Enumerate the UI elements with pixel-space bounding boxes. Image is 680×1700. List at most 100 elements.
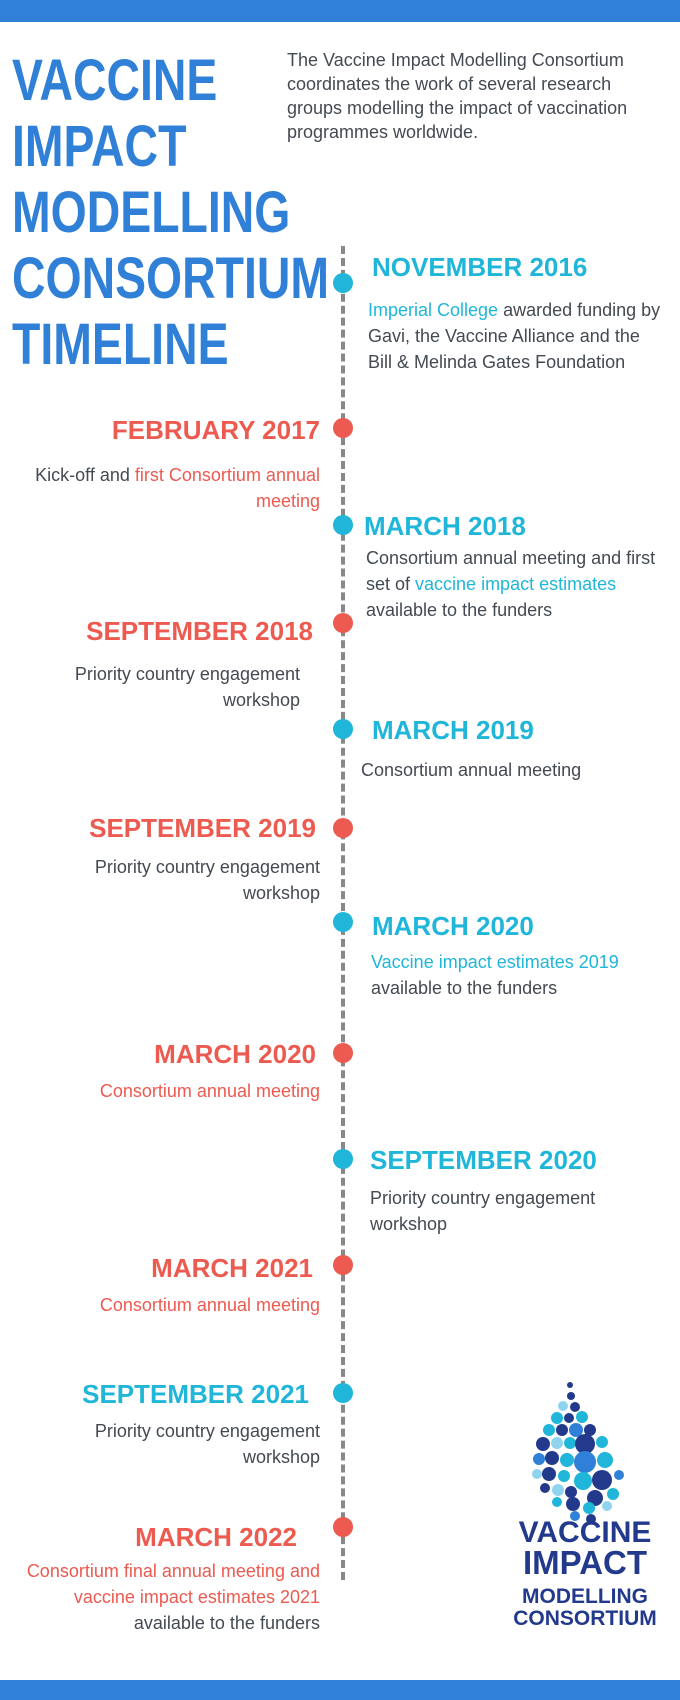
highlight-text: Imperial College: [368, 300, 499, 320]
logo-bubble: [551, 1437, 563, 1449]
logo-line-1: VACCINE: [518, 1516, 652, 1549]
timeline-dot: [333, 1255, 353, 1275]
logo-bubble: [570, 1402, 580, 1412]
logo-bubble: [583, 1502, 595, 1514]
logo-bubble: [565, 1486, 577, 1498]
logo-bubble: [543, 1424, 555, 1436]
highlight-text: Consortium final annual meeting and vacc…: [26, 1561, 320, 1607]
event-description: Priority country engagement workshop: [20, 854, 320, 906]
logo-bubble: [540, 1483, 550, 1493]
timeline-dot: [333, 1383, 353, 1403]
intro-text: The Vaccine Impact Modelling Consortium …: [287, 50, 628, 142]
description-text: available to the funders: [133, 1613, 320, 1633]
logo-bubble: [614, 1470, 624, 1480]
event-description: Consortium annual meeting: [20, 1078, 320, 1104]
description-text: Priority country engagement workshop: [370, 1188, 596, 1234]
logo-bubble: [551, 1412, 563, 1424]
highlight-text: Vaccine impact estimates 2019: [371, 952, 619, 972]
logo-bubble: [602, 1501, 612, 1511]
timeline-dot: [333, 1043, 353, 1063]
event-description: Priority country engagement workshop: [370, 1185, 670, 1237]
event-description: Vaccine impact estimates 2019 available …: [371, 949, 671, 1001]
description-text: Consortium annual meeting: [361, 760, 582, 780]
event-date: MARCH 2018: [364, 511, 526, 541]
logo-bubble: [567, 1392, 575, 1400]
event-date: MARCH 2019: [372, 715, 534, 745]
page-title: VACCINE IMPACT MODELLING CONSORTIUM TIME…: [12, 48, 330, 378]
timeline-dot: [333, 912, 353, 932]
logo-bubble: [586, 1514, 596, 1524]
logo-bubble: [567, 1382, 573, 1388]
description-text: available to the funders: [371, 978, 558, 998]
event-description: Consortium annual meeting: [361, 757, 661, 783]
title-line: IMPACT: [12, 114, 187, 179]
event-date: MARCH 2022: [135, 1522, 297, 1552]
timeline-dot: [333, 515, 353, 535]
logo-bubble: [564, 1413, 574, 1423]
logo-bubble: [596, 1436, 608, 1448]
logo-bubble: [570, 1511, 580, 1521]
logo-bubble: [584, 1424, 596, 1436]
logo-bubble: [560, 1453, 574, 1467]
logo-bubble: [607, 1488, 619, 1500]
logo-bubble: [597, 1452, 613, 1468]
logo-bubble: [533, 1453, 545, 1465]
timeline-dot: [333, 719, 353, 739]
highlight-text: first Consortium annual meeting: [134, 465, 320, 511]
description-text: awarded funding by Gavi, the Vaccine All…: [368, 300, 661, 372]
logo-bubble: [558, 1470, 570, 1482]
logo-bubble: [574, 1472, 592, 1490]
logo-bubble: [592, 1470, 612, 1490]
event-date: SEPTEMBER 2019: [89, 813, 316, 843]
event-description: Kick-off and first Consortium annual mee…: [20, 462, 320, 514]
logo-bubble: [564, 1437, 576, 1449]
logo-bubble: [576, 1411, 588, 1423]
description-text: Priority country engagement workshop: [94, 857, 320, 903]
event-description: Consortium annual meeting: [20, 1292, 320, 1318]
logo-bubble: [566, 1497, 580, 1511]
logo-bubble: [556, 1424, 568, 1436]
logo-line-2: IMPACT: [522, 1544, 648, 1581]
title-line: TIMELINE: [12, 312, 229, 377]
logo-bubble: [575, 1434, 595, 1454]
bottom-bar: [0, 1680, 680, 1700]
logo-bubble: [542, 1467, 556, 1481]
droplet-bubbles-icon: [532, 1382, 624, 1524]
logo-line-4: CONSORTIUM: [513, 1607, 657, 1630]
description-text: Priority country engagement workshop: [74, 664, 300, 710]
title-line: CONSORTIUM: [12, 246, 330, 311]
event-date: MARCH 2021: [151, 1253, 313, 1283]
logo-line-3: MODELLING: [522, 1585, 648, 1608]
event-description: Consortium final annual meeting and vacc…: [20, 1558, 320, 1636]
logo-bubble: [532, 1469, 542, 1479]
timeline-dot: [333, 1149, 353, 1169]
event-description: Consortium annual meeting and first set …: [366, 545, 666, 623]
title-line: MODELLING: [12, 180, 291, 245]
logo-bubble: [552, 1497, 562, 1507]
event-date: MARCH 2020: [154, 1039, 316, 1069]
description-text: Consortium annual meeting and first set …: [366, 548, 656, 594]
timeline-dot: [333, 273, 353, 293]
event-description: Imperial College awarded funding by Gavi…: [368, 297, 668, 375]
timeline-dot: [333, 613, 353, 633]
description-text: Kick-off and: [35, 465, 135, 485]
logo-bubble: [569, 1423, 583, 1437]
event-description: Priority country engagement workshop: [0, 661, 300, 713]
event-date: SEPTEMBER 2021: [82, 1379, 309, 1409]
logo-bubble: [545, 1451, 559, 1465]
highlight-text: Consortium annual meeting: [99, 1295, 320, 1315]
timeline-dot: [333, 1517, 353, 1537]
highlight-text: vaccine impact estimates: [415, 574, 617, 594]
logo-bubble: [552, 1484, 564, 1496]
description-text: Priority country engagement workshop: [94, 1421, 320, 1467]
logo-bubble: [587, 1490, 603, 1506]
timeline-dot: [333, 418, 353, 438]
event-description: Priority country engagement workshop: [20, 1418, 320, 1470]
highlight-text: Consortium annual meeting: [99, 1081, 320, 1101]
top-bar: [0, 0, 680, 22]
event-date: MARCH 2020: [372, 911, 534, 941]
event-date: SEPTEMBER 2018: [86, 616, 313, 646]
timeline-dot: [333, 818, 353, 838]
logo-bubble: [536, 1437, 550, 1451]
logo-bubble: [558, 1401, 568, 1411]
